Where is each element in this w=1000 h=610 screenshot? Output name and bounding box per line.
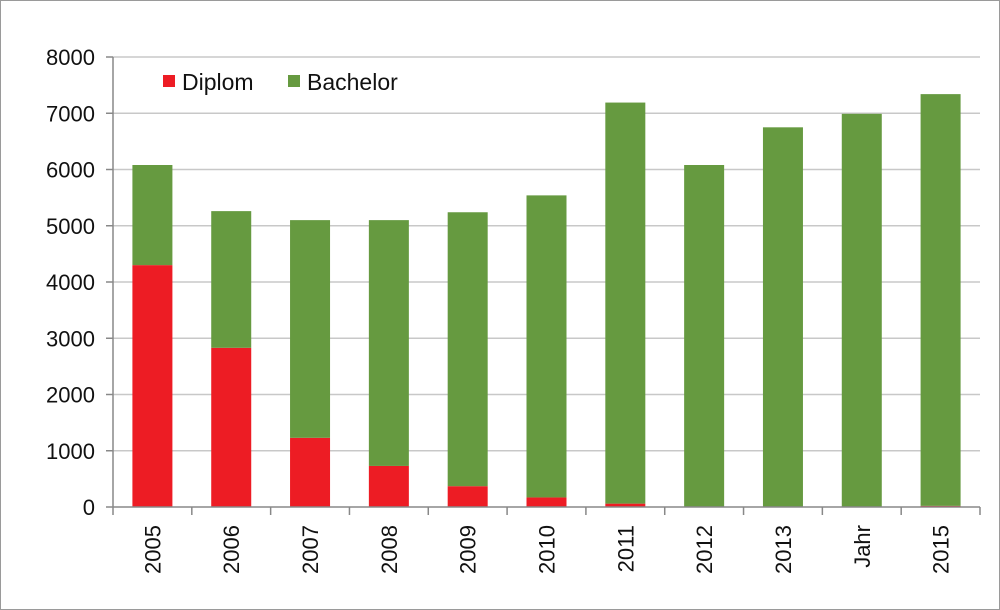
bar-bachelor-2013 [762, 127, 803, 507]
y-tick-label: 0 [83, 495, 95, 520]
y-tick-label: 1000 [46, 439, 95, 464]
bar-bachelor-2011 [605, 102, 646, 504]
x-tick-label: 2010 [535, 525, 560, 574]
bar-diplom-2005 [132, 265, 173, 507]
legend-swatch-diplom [163, 75, 175, 87]
bar-diplom-2009 [447, 486, 488, 507]
x-tick-label: 2012 [692, 525, 717, 574]
x-tick-label: 2015 [929, 525, 954, 574]
x-tick-label: 2008 [377, 525, 402, 574]
bar-bachelor-2008 [368, 220, 409, 466]
x-tick-labels: 2005 2006 2007 2008 2009 2010 2011 2012 2013 Jahr… [140, 525, 953, 574]
bars [132, 94, 961, 507]
bar-bachelor-Jahr [841, 113, 882, 507]
y-tick-label: 6000 [46, 158, 95, 183]
x-tick-label: 2007 [298, 525, 323, 574]
axes [112, 57, 981, 515]
y-tick-label: 4000 [46, 270, 95, 295]
y-tick-label: 8000 [46, 45, 95, 70]
y-tick-label: 3000 [46, 326, 95, 351]
bar-diplom-2006 [211, 347, 252, 507]
bar-bachelor-2012 [684, 165, 725, 507]
bar-diplom-2007 [290, 437, 331, 507]
x-tick-label: 2009 [456, 525, 481, 574]
bar-bachelor-2010 [526, 195, 567, 498]
legend-swatch-bachelor [288, 75, 300, 87]
bar-bachelor-2015 [920, 94, 961, 506]
bar-bachelor-2005 [132, 165, 173, 266]
bar-bachelor-2009 [447, 212, 488, 487]
x-tick-label: 2013 [771, 525, 796, 574]
y-tick-label: 2000 [46, 383, 95, 408]
x-tick-label: Jahr [850, 525, 875, 568]
bar-diplom-2011 [605, 503, 646, 507]
bar-diplom-2010 [526, 497, 567, 507]
x-tick-label: 2011 [613, 525, 638, 572]
bar-bachelor-2006 [211, 211, 252, 348]
x-tick-label: 2005 [140, 525, 165, 574]
legend: Diplom Bachelor [163, 69, 398, 95]
bar-diplom-2008 [368, 465, 409, 507]
bar-bachelor-2007 [290, 220, 331, 438]
y-tick-labels: 0 1000 2000 3000 4000 5000 6000 7000 8000 [46, 45, 95, 520]
legend-label-diplom: Diplom [182, 69, 254, 95]
x-tick-label: 2006 [219, 525, 244, 574]
y-tick-label: 7000 [46, 101, 95, 126]
y-tick-label: 5000 [46, 214, 95, 239]
legend-label-bachelor: Bachelor [307, 69, 398, 95]
